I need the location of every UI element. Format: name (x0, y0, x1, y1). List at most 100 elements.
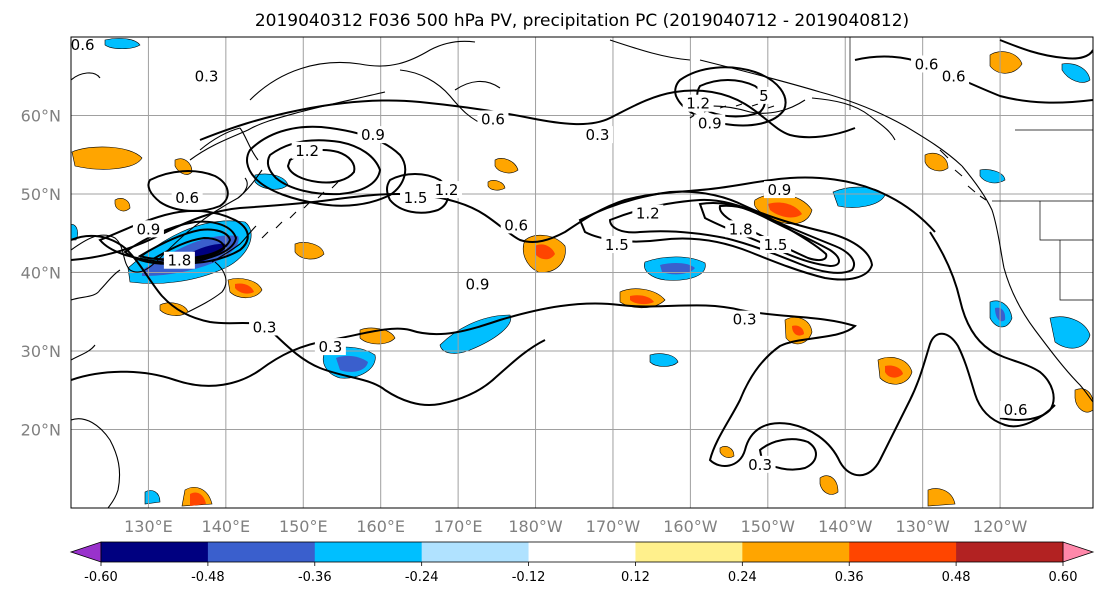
contour-label-bg (500, 216, 532, 234)
contour-label: 1.8 (167, 252, 191, 270)
shade-positive-n (989, 51, 1023, 74)
coast-asia (71, 72, 263, 508)
contour-label-bg (461, 275, 493, 293)
contour-label-bg (132, 220, 164, 238)
contour-label-bg (357, 126, 389, 144)
contour-09 (98, 209, 249, 265)
contour-label: 1.2 (636, 205, 660, 223)
contour-east-pacific (929, 231, 1055, 421)
political-boundaries (849, 37, 1093, 301)
contour-label-bg (400, 188, 432, 206)
contour-bering-1 (246, 125, 407, 207)
contour-label-bg (249, 318, 281, 336)
latitude-axis: 60°N 50°N 40°N 30°N 20°N (21, 107, 61, 440)
contour-label: 0.9 (361, 126, 385, 144)
contour-label: 0.6 (942, 67, 966, 85)
contour-bering-2 (267, 139, 382, 196)
shade-positive-e-core (768, 202, 802, 218)
coast-kuril (261, 181, 339, 239)
contour-label: 1.2 (686, 95, 710, 113)
map-frame (70, 36, 1094, 509)
coast-japan (187, 177, 257, 313)
colorbar-segment (742, 542, 850, 562)
colorbar-tick-label: -0.60 (84, 570, 118, 585)
contour-label: 1.5 (605, 236, 629, 254)
lon-tick-label: 130°W (895, 517, 950, 536)
contour-label: 1.5 (764, 236, 788, 254)
colorbar-tick-label: -0.12 (512, 570, 546, 585)
colorbar-tick-label: -0.48 (191, 570, 225, 585)
colorbar-segment (528, 542, 636, 562)
colorbar-tick-label: 0.60 (1049, 570, 1078, 585)
shade-negative-i (649, 353, 679, 367)
contour-labels: 0.30.61.20.90.60.91.81.5 1.20.60.60.30.91… (71, 37, 1032, 474)
contour-label: 0.3 (195, 67, 219, 85)
contour-label-bg (763, 181, 795, 199)
lon-tick-label: 160°W (663, 517, 718, 536)
contour-gulf-2 (608, 198, 855, 274)
contour-label-bg (729, 310, 761, 328)
coast-alaska (609, 39, 963, 167)
contour-bering-3 (286, 149, 356, 184)
contour-label: 0.6 (1004, 401, 1028, 419)
shade-positive-d-core (630, 295, 654, 305)
colorbar-tick-label: -0.36 (298, 570, 332, 585)
contour-label: 0.6 (175, 189, 199, 207)
contour-label-bg (71, 37, 99, 53)
lon-tick-label: 140°E (202, 517, 251, 536)
coast-bc-islands (939, 149, 987, 201)
lon-tick-label: 150°W (741, 517, 796, 536)
colorbar-segment (635, 542, 743, 562)
shade-positive-b-core (235, 283, 254, 294)
contour-label: 1.2 (435, 181, 459, 199)
lon-tick-label: 170°E (434, 517, 483, 536)
contour-label: 0.9 (768, 181, 792, 199)
contour-label: 1.2 (295, 142, 319, 160)
contour-label-bg (431, 181, 463, 199)
shade-positive-k-core (190, 492, 206, 506)
colorbar-tick-label: 0.24 (728, 570, 757, 585)
contour-label-bg (760, 236, 792, 254)
contour-label: 1.8 (729, 220, 753, 238)
map-title: 2019040312 F036 500 hPa PV, precipitatio… (255, 11, 909, 31)
contour-label: 0.3 (586, 126, 610, 144)
shade-positive-q (487, 180, 506, 191)
contour-label: 0.3 (733, 311, 757, 329)
contour-label-bg (725, 220, 757, 238)
contour-03-south-inner (71, 234, 546, 406)
contour-label-bg (581, 126, 613, 144)
contour-label-bg (632, 204, 664, 222)
map-grid (71, 37, 1093, 508)
contour-03-south (71, 302, 1056, 477)
contour-gulf-3 (698, 202, 840, 268)
contour-gulf-1 (578, 190, 874, 281)
contour-canada-2 (999, 39, 1093, 60)
shade-negative-f (1049, 316, 1091, 349)
lon-tick-label: 170°W (586, 517, 641, 536)
map-area: 0.30.61.20.90.60.91.81.5 1.20.60.60.30.91… (71, 37, 1093, 508)
contour-label-bg (314, 338, 346, 356)
contour-label-bg (744, 455, 776, 473)
lat-tick-label: 50°N (21, 185, 61, 204)
shade-positive-i (294, 242, 325, 260)
colorbar-segment (956, 542, 1064, 562)
colorbar-segment (207, 542, 316, 562)
shade-positive-o (924, 152, 949, 172)
lat-tick-label: 20°N (21, 421, 61, 440)
shade-negative-h (104, 38, 141, 50)
contour-label-bg (911, 55, 943, 73)
contour-06-north (199, 89, 856, 141)
contour-bering-east (386, 173, 449, 214)
colorbar-tick-label: 0.12 (621, 570, 650, 585)
lat-tick-label: 40°N (21, 264, 61, 283)
lat-tick-label: 60°N (21, 107, 61, 126)
shade-positive-f-core (792, 325, 804, 336)
colorbar-tick-label: -0.24 (405, 570, 439, 585)
contour-alaska-ring (674, 66, 787, 127)
contour-label-bg (601, 236, 633, 254)
border-us-states (1039, 201, 1093, 301)
coast-kamchatka (189, 91, 386, 161)
shade-positive-l (927, 488, 956, 507)
contour-label-bg (757, 86, 771, 104)
shade-negative-a-core (336, 355, 368, 372)
